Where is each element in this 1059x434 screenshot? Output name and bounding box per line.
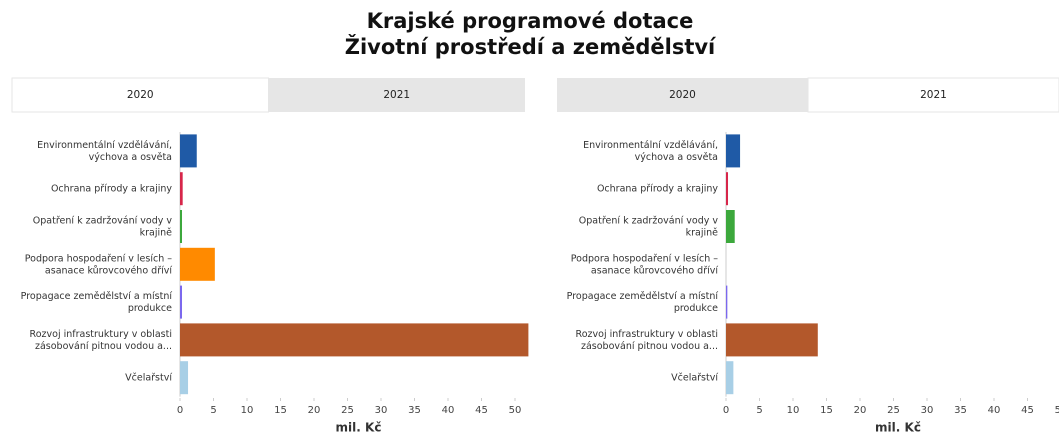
category-label: Environmentální vzdělávání, výchova a osv… [37,139,172,162]
x-tick-label: 40 [442,405,455,416]
category-label: Propagace zemědělství a místní produkce [21,291,173,314]
category-label: Ochrana přírody a krajiny [51,183,172,194]
x-tick-label: 40 [988,405,1001,416]
tab-label: 2021 [383,89,410,101]
x-tick-label: 50 [1055,405,1059,416]
x-tick-label: 0 [177,405,183,416]
bar [726,172,729,206]
category-label: Rozvoj infrastruktury v oblasti zásobován… [30,328,172,351]
x-tick-label: 30 [921,405,934,416]
bar [180,247,215,281]
x-tick-label: 20 [854,405,867,416]
x-tick-label: 50 [509,405,522,416]
tab [268,78,525,112]
bar [180,210,183,243]
bar [180,134,197,168]
x-tick-label: 35 [954,405,967,416]
bar [726,285,728,319]
x-tick-label: 30 [375,405,388,416]
category-label: Rozvoj infrastruktury v oblasti zásobován… [576,328,718,351]
category-label: Environmentální vzdělávání, výchova a osv… [583,139,718,162]
category-label: Opatření k zadržování vody v krajině [579,215,719,238]
x-tick-label: 5 [210,405,216,416]
x-axis-title: mil. Kč [336,421,382,434]
x-tick-label: 15 [274,405,287,416]
title: Krajské programové dotace [367,9,694,33]
subtitle: Životní prostředí a zemědělství [345,34,717,59]
x-tick-label: 45 [475,405,488,416]
category-label: Opatření k zadržování vody v krajině [33,215,173,238]
x-tick-label: 25 [341,405,354,416]
category-label: Podpora hospodaření v lesích – asanace ků… [571,253,719,276]
x-tick-label: 20 [308,405,321,416]
tab [807,77,1059,113]
x-tick-label: 25 [887,405,900,416]
bar [180,361,189,395]
tab-label: 2020 [669,89,696,101]
tab [557,78,808,112]
tab-label: 2021 [920,89,947,101]
bar [726,134,741,168]
category-label: Ochrana přírody a krajiny [597,183,718,194]
x-tick-label: 0 [723,405,729,416]
bar [180,172,183,206]
x-tick-label: 35 [408,405,421,416]
tab-label: 2020 [127,89,154,101]
bar [726,361,734,395]
category-label: Propagace zemědělství a místní produkce [567,291,719,314]
x-tick-label: 5 [756,405,762,416]
bar [180,285,183,319]
tab [11,77,269,113]
x-tick-label: 10 [787,405,800,416]
bar [180,323,529,357]
category-label: Včelařství [671,372,718,383]
x-tick-label: 10 [241,405,254,416]
bar [726,323,818,357]
x-tick-label: 15 [820,405,833,416]
category-label: Včelařství [125,372,172,383]
bar [726,210,735,243]
x-axis-title: mil. Kč [875,421,921,434]
category-label: Podpora hospodaření v lesích – asanace ků… [25,253,173,276]
x-tick-label: 45 [1021,405,1034,416]
